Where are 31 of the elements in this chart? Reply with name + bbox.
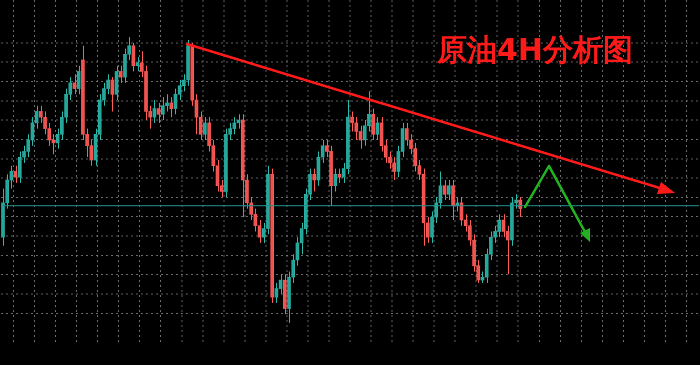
candlestick <box>350 110 354 132</box>
candlestick <box>376 116 380 141</box>
candlestick <box>123 48 127 84</box>
candlestick <box>338 168 342 184</box>
candlestick <box>460 196 464 226</box>
candlestick <box>110 76 114 112</box>
candlestick <box>442 180 446 201</box>
candlestick <box>152 100 156 124</box>
candlestick <box>136 56 140 72</box>
candlestick <box>118 65 123 84</box>
candlestick <box>76 65 81 95</box>
candlestick <box>72 74 76 95</box>
candlestick <box>312 168 316 192</box>
candlestick <box>132 42 136 72</box>
candlestick <box>161 96 165 121</box>
candlestick <box>156 102 160 124</box>
candlestick <box>502 214 506 238</box>
candlestick <box>404 122 409 146</box>
candlestick <box>371 108 375 141</box>
candlestick <box>278 274 282 295</box>
chart-title: 原油4H分析图 <box>437 32 633 70</box>
candlestick <box>18 150 22 184</box>
candlestick <box>203 116 207 141</box>
candlestick <box>451 180 455 221</box>
candlestick <box>274 282 278 304</box>
candlestick <box>114 65 118 101</box>
candlestick <box>447 180 451 201</box>
candlestick <box>169 96 174 118</box>
candlestick <box>14 165 18 184</box>
candlestick <box>333 168 338 192</box>
candlestick <box>174 88 178 115</box>
